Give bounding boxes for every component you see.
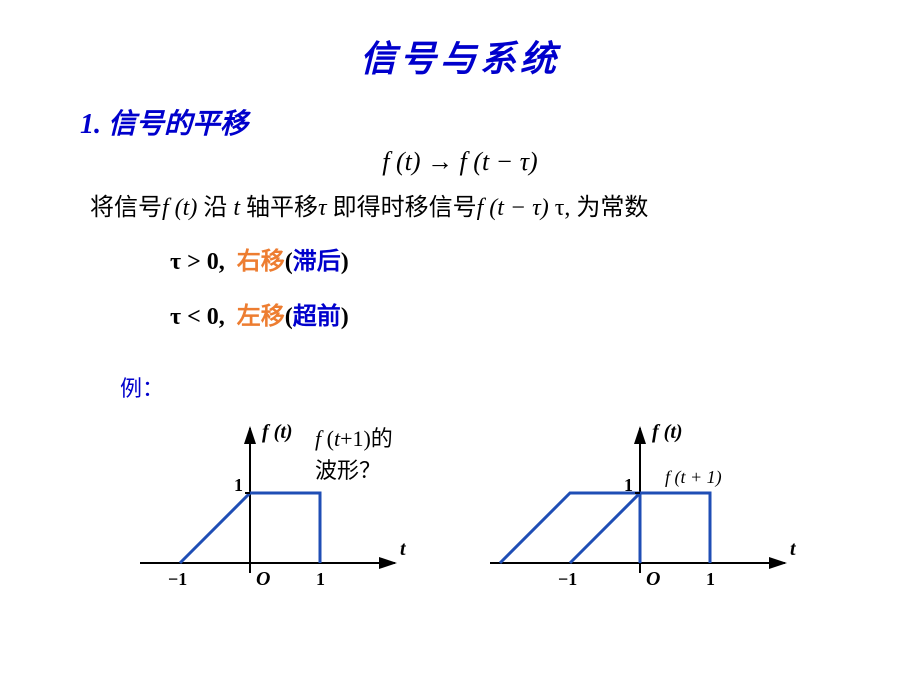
desc-part6: 为常数 bbox=[570, 195, 648, 221]
q-p2: ( bbox=[327, 426, 334, 451]
description-text: 将信号f (t) 沿 t 轴平移τ 即得时移信号f (t − τ) τ, 为常数 bbox=[90, 192, 860, 226]
desc-part4: 即得时移信号 bbox=[327, 195, 477, 221]
page-title: 信号与系统 bbox=[0, 0, 920, 82]
desc-ftau: f (t − τ) bbox=[477, 195, 549, 221]
section-header: 1. 信号的平移 bbox=[80, 102, 920, 142]
svg-text:f (t): f (t) bbox=[262, 421, 293, 443]
svg-text:−1: −1 bbox=[168, 569, 187, 589]
lead-term: 超前 bbox=[293, 304, 341, 330]
example-label: 例： bbox=[120, 371, 920, 403]
chart-left: f (t+1)的波形？ f (t) 1 t O −1 1 bbox=[130, 413, 410, 618]
desc-part3: 轴平移 bbox=[240, 195, 318, 221]
svg-text:f (t + 1): f (t + 1) bbox=[665, 467, 722, 488]
paren-right-2: ) bbox=[341, 304, 349, 330]
svg-text:t: t bbox=[790, 538, 797, 560]
desc-t: t bbox=[233, 195, 240, 221]
charts-container: f (t+1)的波形？ f (t) 1 t O −1 1 f (t) f (t + 1) 1 t… bbox=[130, 413, 920, 618]
tau-positive: τ > 0, bbox=[170, 249, 225, 275]
chart-right-svg: f (t) f (t + 1) 1 t O −1 1 bbox=[480, 413, 800, 613]
question-text: f (t+1)的波形？ bbox=[315, 421, 410, 485]
main-formula: f (t) → f (t − τ) bbox=[0, 147, 920, 177]
paren-left-1: ( bbox=[285, 249, 293, 275]
desc-tau: τ bbox=[318, 195, 327, 221]
svg-text:1: 1 bbox=[706, 569, 715, 589]
svg-text:−1: −1 bbox=[558, 569, 577, 589]
lag-term: 滞后 bbox=[293, 249, 341, 275]
left-shift-label: 左移 bbox=[237, 304, 285, 330]
svg-text:t: t bbox=[400, 538, 407, 560]
shift-left-line: τ < 0, 左移(超前) bbox=[170, 296, 920, 331]
tau-negative: τ < 0, bbox=[170, 304, 225, 330]
paren-right-1: ) bbox=[341, 249, 349, 275]
chart-right: f (t) f (t + 1) 1 t O −1 1 bbox=[480, 413, 800, 618]
paren-left-2: ( bbox=[285, 304, 293, 330]
desc-part2: 沿 bbox=[197, 195, 233, 221]
q-f: f bbox=[315, 426, 327, 451]
svg-text:O: O bbox=[256, 568, 270, 590]
svg-text:O: O bbox=[646, 568, 660, 590]
svg-text:f (t): f (t) bbox=[652, 421, 683, 443]
right-shift-label: 右移 bbox=[237, 249, 285, 275]
svg-text:1: 1 bbox=[234, 475, 243, 495]
svg-text:1: 1 bbox=[624, 475, 633, 495]
desc-ft: f (t) bbox=[162, 195, 197, 221]
svg-text:1: 1 bbox=[316, 569, 325, 589]
desc-part5: τ, bbox=[549, 195, 571, 221]
desc-part1: 将信号 bbox=[90, 195, 162, 221]
shift-right-line: τ > 0, 右移(滞后) bbox=[170, 241, 920, 276]
